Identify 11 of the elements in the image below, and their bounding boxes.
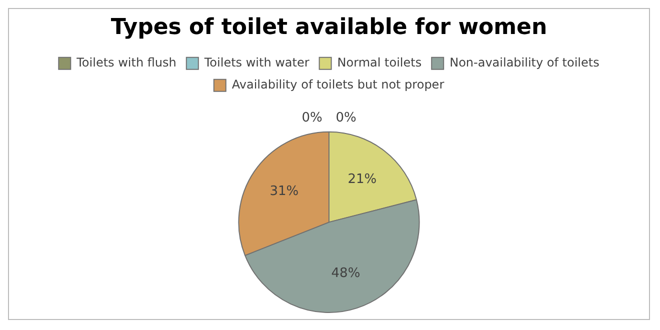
legend-label: Normal toilets [337,56,422,70]
text: 0% [336,110,356,126]
text: 0% [302,110,322,126]
legend-label: Toilets with flush [76,56,176,70]
data-label: 21% [348,172,377,187]
chart-title: Types of toilet available for women [110,14,548,40]
legend-label: Non-availability of toilets [450,56,600,70]
legend-label: Toilets with water [203,56,310,70]
data-label: 48% [331,266,360,282]
data-label: 31% [270,184,299,200]
legend-label: Availability of toilets but not proper [232,78,444,92]
